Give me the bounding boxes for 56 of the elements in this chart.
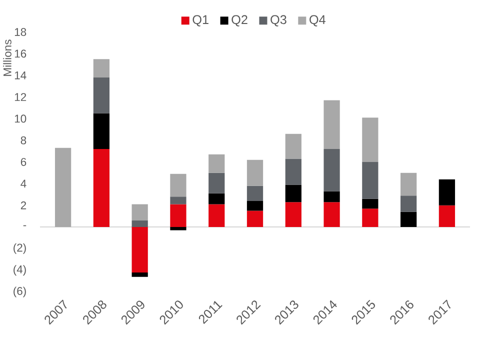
y-tick-label: (2) — [14, 243, 26, 254]
legend-label: Q4 — [310, 15, 326, 26]
y-tick-label: 10 — [14, 114, 26, 123]
bar — [132, 226, 148, 272]
bar — [285, 202, 302, 227]
bar — [93, 148, 110, 227]
bar — [400, 172, 417, 196]
bar — [208, 172, 225, 194]
bar — [54, 148, 72, 227]
y-tick-label: 4 — [20, 180, 26, 188]
bar — [132, 220, 148, 227]
bar — [132, 204, 148, 220]
y-tick-label: 14 — [14, 71, 26, 80]
y-tick-label: (4) — [14, 265, 26, 276]
bar — [93, 113, 110, 149]
y-tick-label: 2 — [20, 201, 26, 210]
bar — [208, 154, 225, 173]
bar — [362, 118, 378, 162]
bar — [93, 59, 110, 78]
bar — [93, 78, 110, 114]
bar — [438, 205, 456, 227]
bar — [400, 212, 417, 227]
bar — [132, 272, 148, 277]
bar — [285, 134, 302, 159]
bar — [362, 208, 378, 227]
bar — [362, 162, 378, 199]
bar — [285, 184, 302, 202]
y-axis-title: Millions — [3, 40, 12, 76]
bar — [246, 210, 264, 227]
bar — [324, 202, 340, 227]
bar — [400, 196, 417, 212]
y-tick-label: (6) — [14, 286, 26, 298]
bar — [170, 196, 186, 204]
y-tick-label: - — [23, 225, 26, 226]
bar — [170, 204, 186, 227]
bar — [170, 174, 186, 197]
bar — [208, 193, 225, 204]
y-tick-label: 18 — [14, 28, 26, 36]
bar — [324, 148, 340, 192]
y-tick-label: 8 — [20, 136, 26, 144]
legend-label: Q3 — [270, 15, 286, 26]
bar — [208, 204, 225, 227]
bar — [438, 179, 456, 206]
bar — [324, 100, 340, 149]
bar — [285, 158, 302, 185]
bar — [362, 198, 378, 209]
legend-label: Q2 — [232, 15, 248, 26]
bar — [246, 160, 264, 186]
y-tick-label: 6 — [20, 158, 26, 166]
bar — [324, 191, 340, 202]
legend-label: Q1 — [192, 15, 208, 26]
bar — [170, 226, 186, 230]
y-tick-label: 16 — [14, 50, 26, 58]
y-tick-label: 12 — [14, 93, 26, 101]
bar — [246, 186, 264, 201]
bar — [246, 200, 264, 211]
